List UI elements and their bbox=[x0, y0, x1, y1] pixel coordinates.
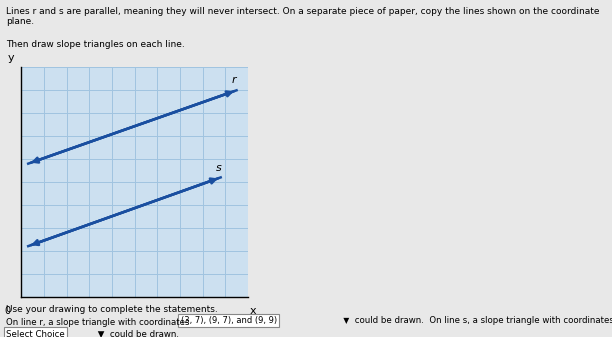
Text: Then draw slope triangles on each line.: Then draw slope triangles on each line. bbox=[6, 40, 185, 50]
Text: Select Choice: Select Choice bbox=[6, 330, 65, 337]
Text: r: r bbox=[232, 75, 237, 86]
Text: s: s bbox=[216, 162, 222, 173]
Text: Use your drawing to complete the statements.: Use your drawing to complete the stateme… bbox=[6, 305, 218, 314]
Text: (3, 7), (9, 7), and (9, 9): (3, 7), (9, 7), and (9, 9) bbox=[181, 316, 277, 325]
Text: ▼: ▼ bbox=[341, 316, 349, 325]
Text: Lines r and s are parallel, meaning they will never intersect. On a separate pie: Lines r and s are parallel, meaning they… bbox=[6, 7, 600, 26]
Text: On line r, a slope triangle with coordinates: On line r, a slope triangle with coordin… bbox=[6, 318, 192, 327]
Text: could be drawn.  On line s, a slope triangle with coordinates: could be drawn. On line s, a slope trian… bbox=[352, 316, 612, 325]
Text: x: x bbox=[250, 306, 257, 316]
Text: ▼  could be drawn.: ▼ could be drawn. bbox=[95, 330, 179, 337]
Text: 0: 0 bbox=[5, 306, 11, 316]
Text: y: y bbox=[8, 53, 15, 63]
